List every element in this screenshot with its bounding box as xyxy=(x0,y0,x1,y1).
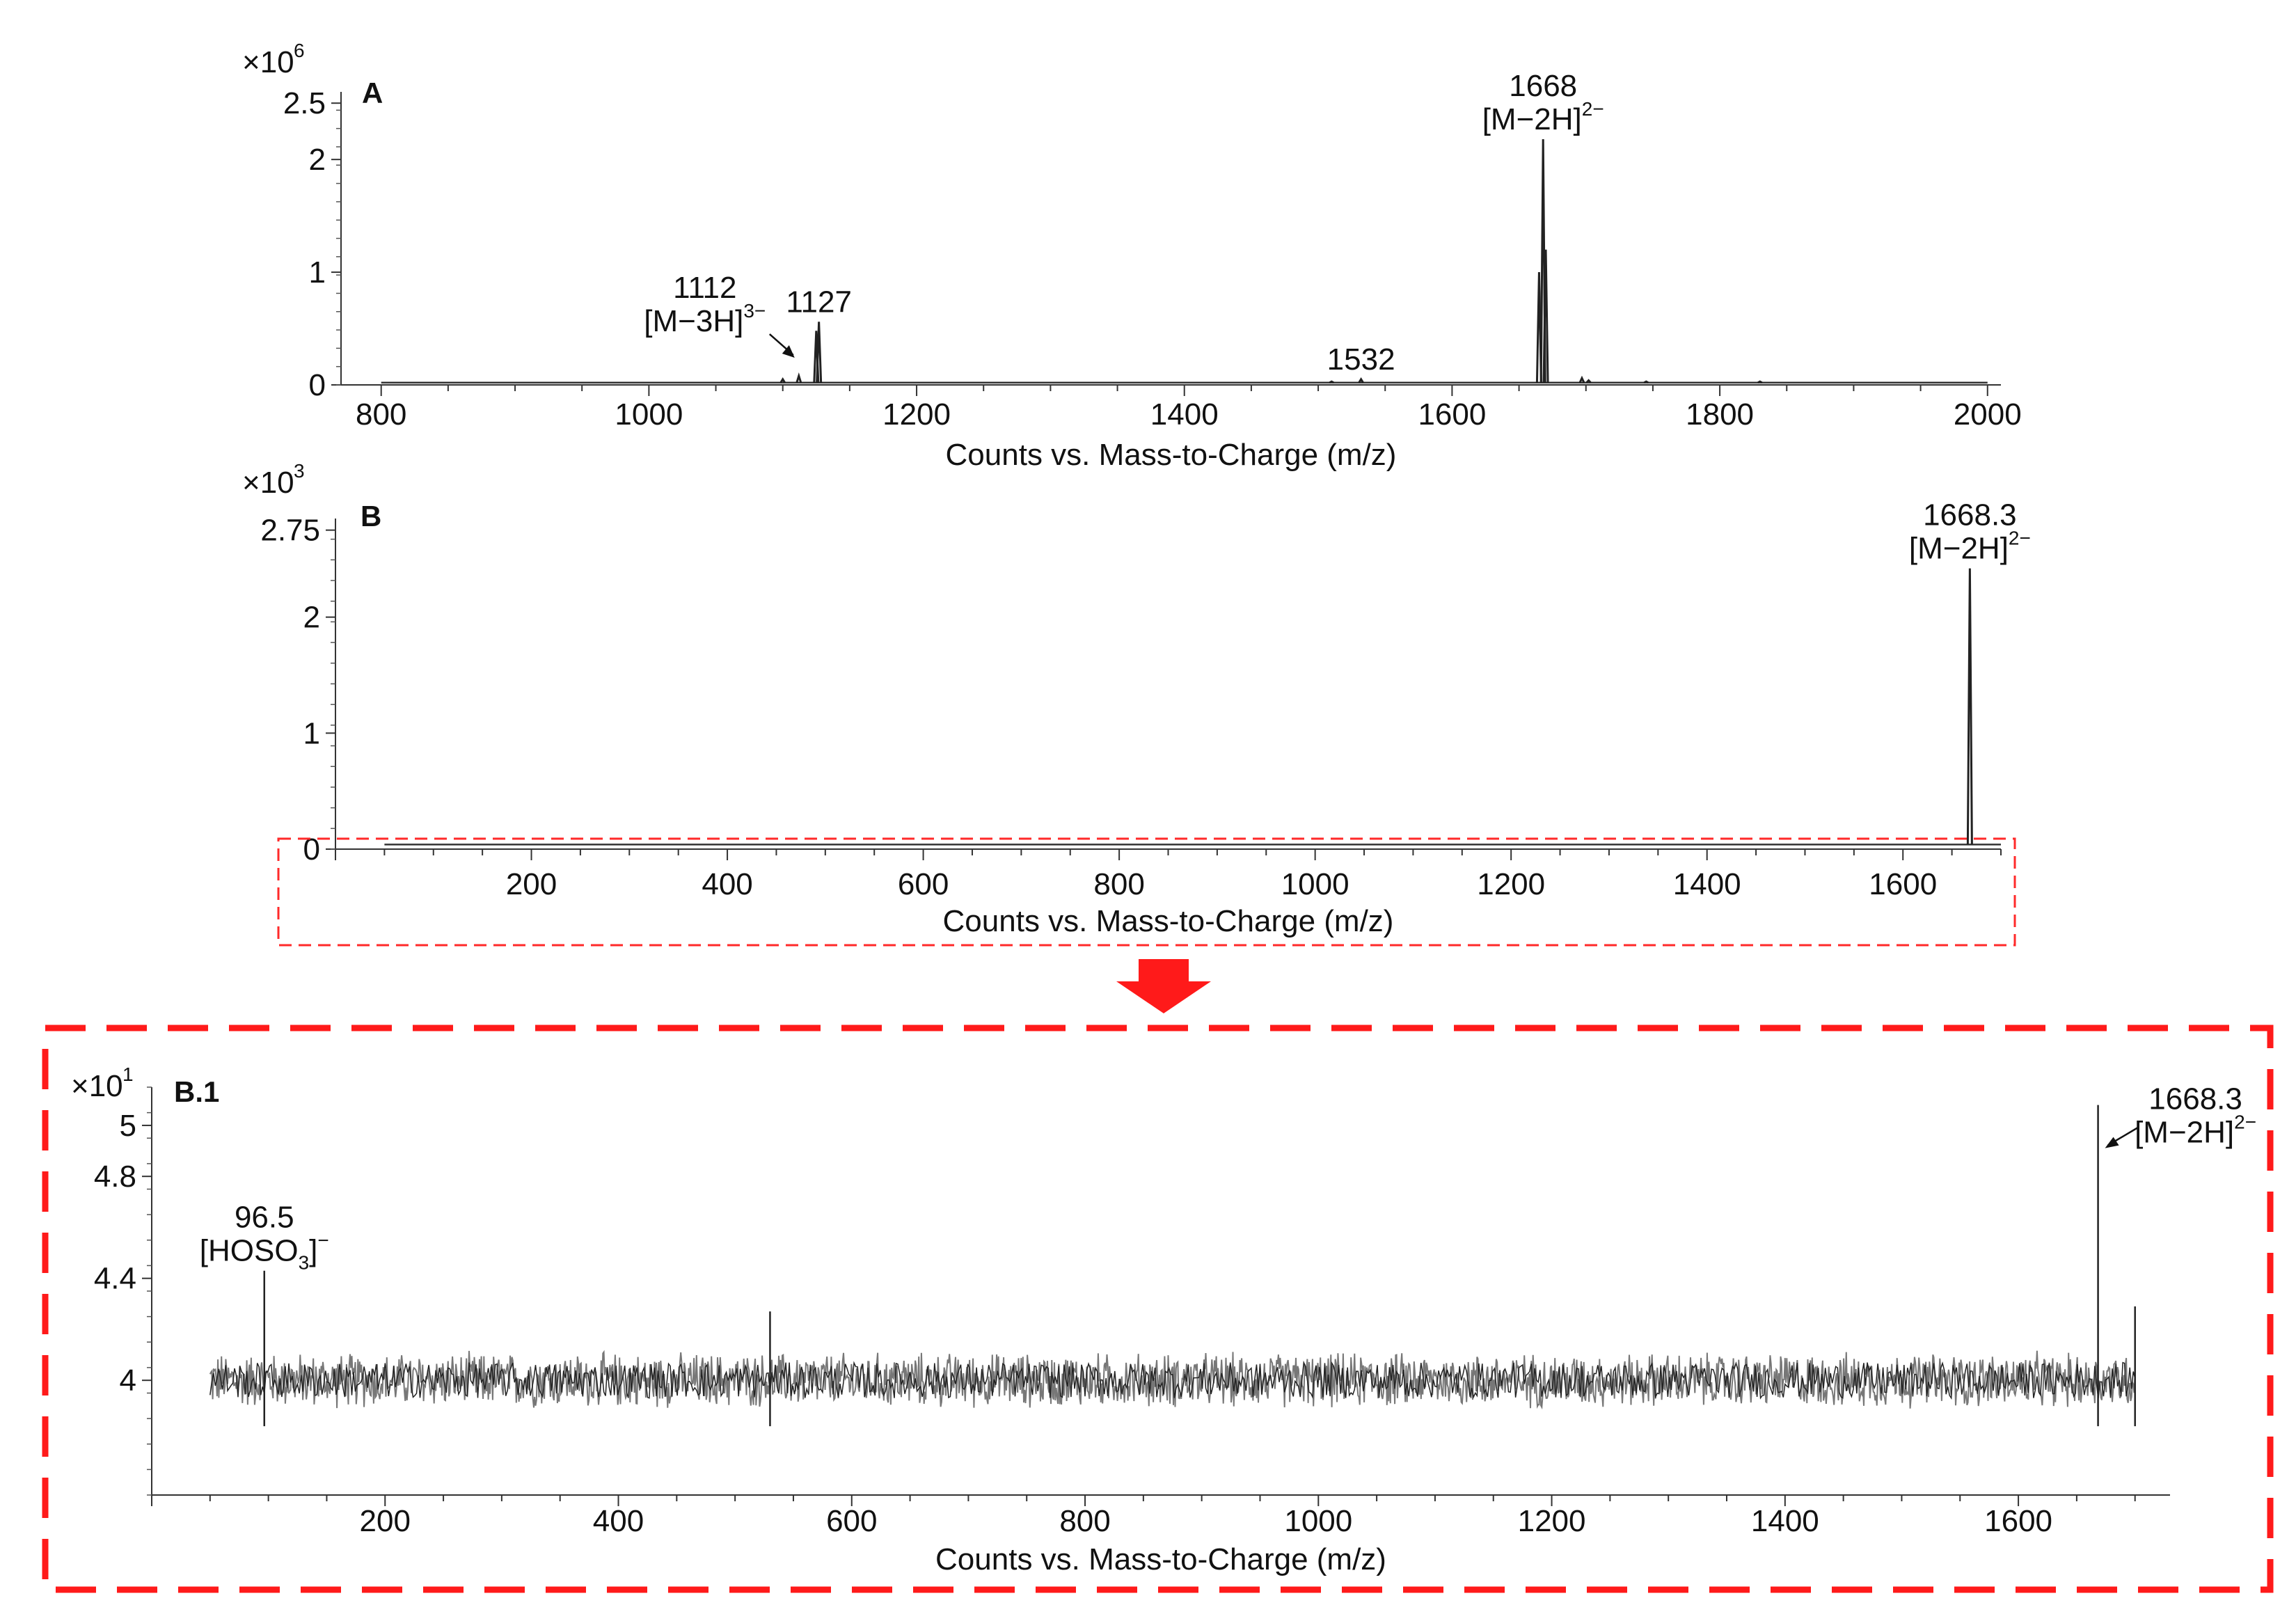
spectrum-peak xyxy=(1578,375,1585,383)
peak-mz-label: 1668.3 xyxy=(1923,498,2017,532)
y-multiplier-exponent: 6 xyxy=(294,40,305,61)
y-tick-label: 5 xyxy=(120,1109,136,1143)
peak-mz-label: 1112 xyxy=(673,271,736,305)
panel-label: B.1 xyxy=(174,1075,219,1108)
peak-annotation: 1668.3[M−2H]2− xyxy=(2105,1082,2256,1150)
x-tick-label: 1200 xyxy=(1477,867,1545,901)
x-tick-label: 400 xyxy=(593,1504,644,1538)
y-tick-label: 1 xyxy=(303,716,320,750)
x-tick-label: 800 xyxy=(1059,1504,1110,1538)
spectrum-peak xyxy=(1542,249,1549,383)
spectrum-peak xyxy=(1329,380,1335,384)
y-tick-label: 2 xyxy=(309,143,326,177)
y-tick-label: 4.8 xyxy=(94,1160,136,1194)
y-multiplier: ×10 xyxy=(71,1069,123,1103)
spectrum-peak xyxy=(1585,379,1592,383)
spectrum-peak xyxy=(1757,380,1763,384)
panel-label: B xyxy=(361,500,381,532)
peak-annotation: 1112[M−3H]3− xyxy=(644,271,795,358)
spectrum-peak xyxy=(1966,568,1973,845)
x-axis-label: Counts vs. Mass-to-Charge (m/z) xyxy=(943,904,1394,938)
y-tick-label: 0 xyxy=(303,832,320,867)
arrowhead-icon xyxy=(2105,1137,2119,1148)
ion-formula-label: [HOSO3]− xyxy=(200,1230,329,1274)
x-tick-label: 600 xyxy=(826,1504,877,1538)
spectrum-peak xyxy=(795,372,802,383)
x-tick-label: 400 xyxy=(702,867,752,901)
ion-formula-label: [M−2H]2− xyxy=(2135,1112,2256,1150)
x-tick-label: 1200 xyxy=(882,397,951,432)
y-multiplier-exponent: 1 xyxy=(122,1063,134,1085)
peak-mz-label: 1127 xyxy=(786,285,852,319)
y-multiplier-exponent: 3 xyxy=(294,460,305,482)
x-axis-label: Counts vs. Mass-to-Charge (m/z) xyxy=(935,1542,1386,1576)
arrowhead-icon xyxy=(782,345,795,358)
zoom-panel-frame xyxy=(42,1025,2274,1593)
x-tick-label: 1600 xyxy=(1418,397,1486,432)
y-tick-label: 0 xyxy=(309,368,326,402)
peak-mz-label: 1668.3 xyxy=(2148,1082,2242,1116)
x-tick-label: 1000 xyxy=(1281,867,1349,901)
x-tick-label: 2000 xyxy=(1954,397,2022,432)
peak-annotation: 96.5[HOSO3]− xyxy=(200,1201,329,1274)
noise-trace xyxy=(209,1350,2136,1410)
x-tick-label: 1800 xyxy=(1686,397,1754,432)
zoom-indicator xyxy=(42,837,2274,1593)
ion-formula-label: [M−3H]3− xyxy=(644,300,766,338)
panel-a: 800 1000 1200 1400 1600 1800 2000 0 1 2 2.5 ×10 6 A Co… xyxy=(242,40,2022,472)
x-tick-label: 200 xyxy=(360,1504,411,1538)
zoom-arrow-icon xyxy=(1116,959,1211,1013)
noise-trace xyxy=(209,1360,2136,1400)
x-tick-label: 1600 xyxy=(1984,1504,2052,1538)
peak-mz-label: 96.5 xyxy=(235,1201,294,1235)
ion-formula-label: [M−2H]2− xyxy=(1909,528,2031,566)
ion-formula-label: [M−2H]2− xyxy=(1482,98,1604,136)
spectrum-peak xyxy=(816,322,823,383)
panel-b: 200 400 600 800 1000 1200 1400 1600 0 1 2 2.75 ×10 3 B… xyxy=(242,460,2031,938)
zoom-region-box xyxy=(277,837,2016,947)
y-multiplier: ×10 xyxy=(242,45,294,79)
peak-mz-label: 1532 xyxy=(1327,342,1395,377)
x-tick-label: 1400 xyxy=(1150,397,1219,432)
spectrum-peak xyxy=(1358,377,1364,383)
x-tick-label: 1000 xyxy=(1284,1504,1352,1538)
y-tick-label: 2.75 xyxy=(260,514,320,548)
x-tick-label: 1200 xyxy=(1518,1504,1586,1538)
y-tick-label: 4.4 xyxy=(94,1262,136,1296)
x-tick-label: 800 xyxy=(1093,867,1144,901)
x-tick-label: 1400 xyxy=(1673,867,1741,901)
spectrum-peak xyxy=(1643,380,1649,384)
peak-annotation: 1532 xyxy=(1327,342,1395,377)
y-tick-label: 2 xyxy=(303,601,320,635)
y-multiplier: ×10 xyxy=(242,466,294,500)
x-tick-label: 200 xyxy=(506,867,557,901)
peak-annotation: 1668[M−2H]2− xyxy=(1482,69,1604,136)
peak-annotation: 1668.3[M−2H]2− xyxy=(1909,498,2031,566)
x-tick-label: 1600 xyxy=(1869,867,1937,901)
y-tick-label: 2.5 xyxy=(283,86,326,120)
y-tick-label: 1 xyxy=(309,255,326,290)
x-tick-label: 1000 xyxy=(615,397,683,432)
peak-mz-label: 1668 xyxy=(1509,69,1577,103)
panel-label: A xyxy=(362,77,383,109)
x-axis-label: Counts vs. Mass-to-Charge (m/z) xyxy=(946,438,1397,472)
x-tick-label: 1400 xyxy=(1751,1504,1819,1538)
x-tick-label: 600 xyxy=(898,867,949,901)
spectrum-peak xyxy=(779,377,786,383)
peak-annotation: 1127 xyxy=(786,285,852,319)
y-tick-label: 4 xyxy=(120,1363,136,1398)
x-tick-label: 800 xyxy=(356,397,406,432)
